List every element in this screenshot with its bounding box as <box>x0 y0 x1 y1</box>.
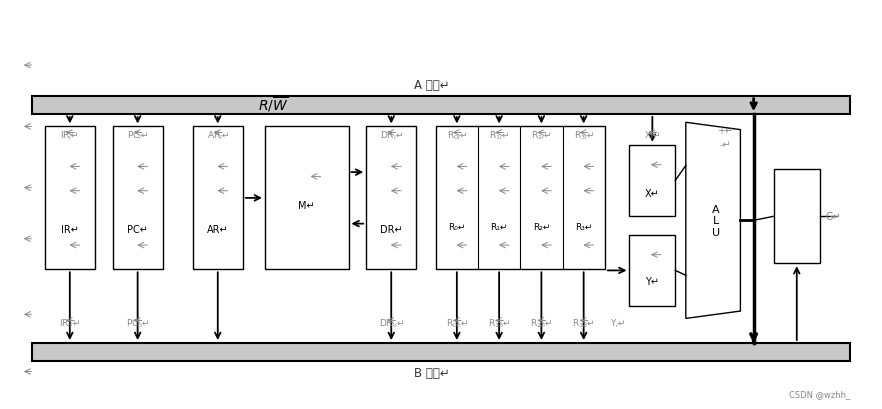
Text: AR↵: AR↵ <box>207 225 228 235</box>
Text: R₃↵: R₃↵ <box>575 222 593 231</box>
Bar <box>630 235 676 306</box>
Text: -↵: -↵ <box>720 140 731 151</box>
Text: DR↵: DR↵ <box>380 225 402 235</box>
Polygon shape <box>686 123 740 319</box>
Bar <box>436 127 605 270</box>
Text: R$_{0o}$↵: R$_{0o}$↵ <box>445 317 468 329</box>
Text: DR$_i$↵: DR$_i$↵ <box>379 129 403 142</box>
Text: R$_{3i}$↵: R$_{3i}$↵ <box>573 129 594 142</box>
Text: M↵: M↵ <box>298 200 315 211</box>
Text: R$_{1o}$↵: R$_{1o}$↵ <box>488 317 511 329</box>
Bar <box>366 127 416 270</box>
Text: IR↵: IR↵ <box>61 225 78 235</box>
Text: A
L
U: A L U <box>712 204 720 237</box>
Text: R$_{1i}$↵: R$_{1i}$↵ <box>489 129 509 142</box>
Text: R$_{2o}$↵: R$_{2o}$↵ <box>530 317 552 329</box>
Bar <box>113 127 162 270</box>
Text: R₀↵: R₀↵ <box>448 222 466 231</box>
Text: X↵: X↵ <box>645 189 660 199</box>
Text: $R/\overline{W}$: $R/\overline{W}$ <box>258 95 289 114</box>
Bar <box>45 127 95 270</box>
Text: R₁↵: R₁↵ <box>490 222 508 231</box>
Bar <box>774 170 819 264</box>
Text: Y$_i$↵: Y$_i$↵ <box>610 317 625 329</box>
Text: R$_{2i}$↵: R$_{2i}$↵ <box>531 129 551 142</box>
Text: +↵: +↵ <box>717 125 734 135</box>
Text: G↵: G↵ <box>825 212 841 222</box>
Text: R$_{0i}$↵: R$_{0i}$↵ <box>447 129 467 142</box>
Bar <box>32 343 850 362</box>
Text: PC$_o$↵: PC$_o$↵ <box>126 317 150 329</box>
Text: IR$_o$↵: IR$_o$↵ <box>59 317 80 329</box>
Text: Y↵: Y↵ <box>646 276 660 286</box>
Text: IR$_i$↵: IR$_i$↵ <box>60 129 79 142</box>
Text: B 总线↵: B 总线↵ <box>415 366 450 379</box>
Text: R$_{3o}$↵: R$_{3o}$↵ <box>572 317 594 329</box>
Bar <box>630 145 676 217</box>
Bar <box>192 127 243 270</box>
Text: PC$_i$↵: PC$_i$↵ <box>127 129 148 142</box>
Text: A 总线↵: A 总线↵ <box>415 79 450 92</box>
Bar <box>265 127 348 270</box>
Bar <box>32 97 850 115</box>
Text: PC↵: PC↵ <box>127 225 148 235</box>
Text: DR$_o$↵: DR$_o$↵ <box>378 317 404 329</box>
Text: R₂↵: R₂↵ <box>533 222 550 231</box>
Text: AR$_i$↵: AR$_i$↵ <box>206 129 229 142</box>
Text: X$_i$↵: X$_i$↵ <box>644 129 661 142</box>
Text: CSDN @wzhh_: CSDN @wzhh_ <box>789 389 850 398</box>
